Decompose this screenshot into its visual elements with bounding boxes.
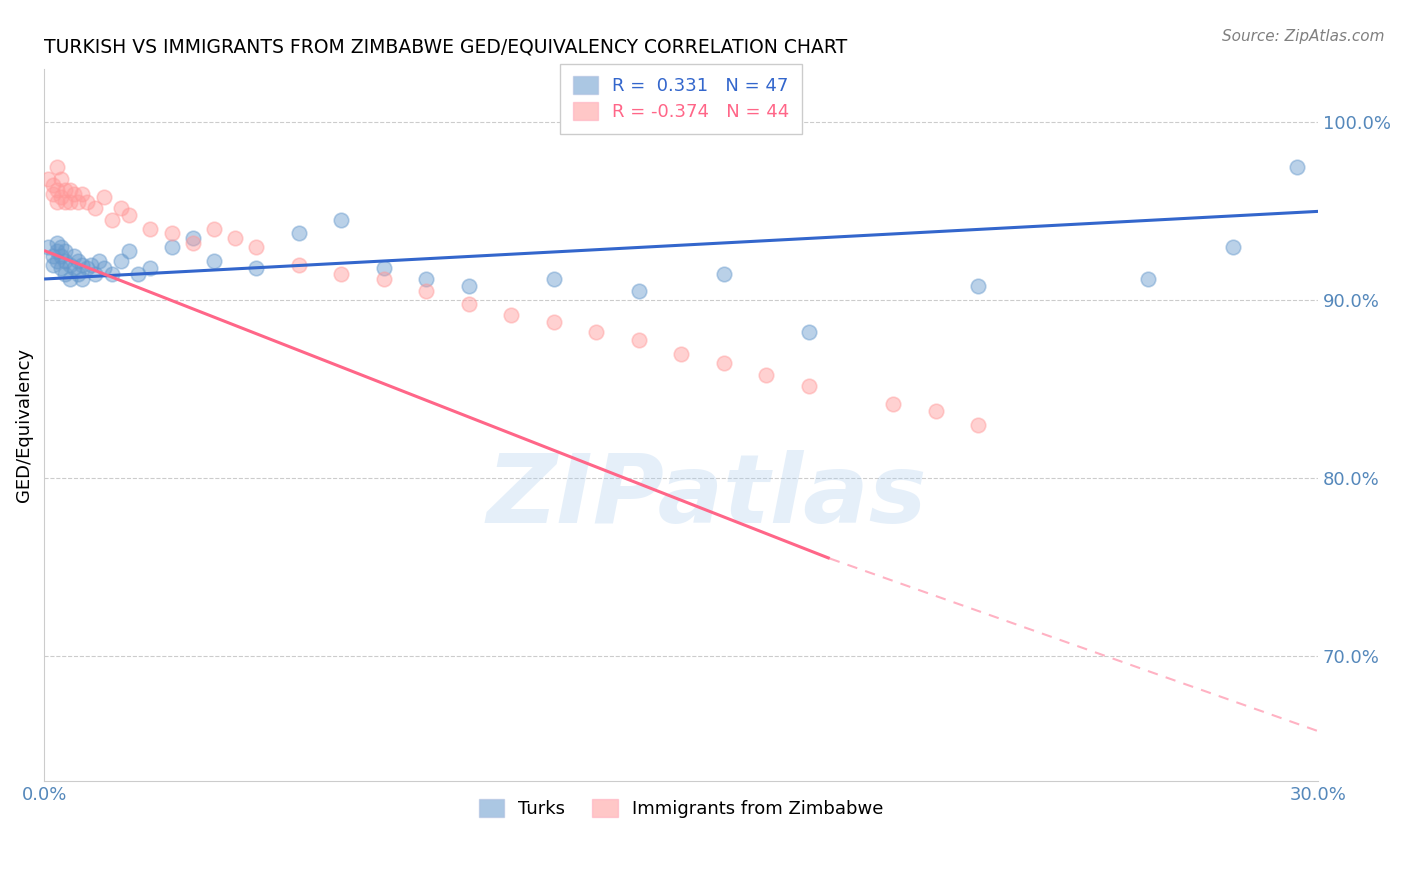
Point [181, 231, 204, 245]
Point [63, 249, 86, 263]
Point [797, 379, 820, 393]
Point [501, 308, 523, 322]
Point [1137, 272, 1160, 286]
Point [67, 267, 90, 281]
Point [160, 226, 183, 240]
Text: ZIPatlas: ZIPatlas [486, 450, 927, 542]
Legend: Turks, Immigrants from Zimbabwe: Turks, Immigrants from Zimbabwe [471, 792, 891, 825]
Point [127, 267, 149, 281]
Point [330, 213, 353, 227]
Point [63, 186, 86, 201]
Point [160, 240, 183, 254]
Point [67, 195, 90, 210]
Point [58, 183, 80, 197]
Point [53, 267, 76, 281]
Point [49, 240, 72, 254]
Point [245, 240, 267, 254]
Point [76, 195, 98, 210]
Point [202, 222, 225, 236]
Point [967, 279, 990, 293]
Point [627, 333, 650, 347]
Point [288, 226, 311, 240]
Point [45, 195, 67, 210]
Point [53, 254, 76, 268]
Point [101, 213, 124, 227]
Point [49, 190, 72, 204]
Point [72, 258, 94, 272]
Text: Source: ZipAtlas.com: Source: ZipAtlas.com [1222, 29, 1385, 44]
Point [41, 178, 63, 192]
Point [713, 356, 735, 370]
Point [58, 272, 80, 286]
Point [110, 201, 132, 215]
Point [755, 368, 778, 383]
Point [63, 261, 86, 276]
Point [181, 236, 204, 251]
Point [882, 396, 904, 410]
Point [58, 258, 80, 272]
Point [53, 195, 76, 210]
Point [967, 417, 990, 432]
Point [72, 272, 94, 286]
Point [37, 240, 59, 254]
Point [45, 254, 67, 268]
Point [101, 267, 124, 281]
Point [76, 261, 98, 276]
Point [118, 244, 141, 258]
Point [53, 244, 76, 258]
Point [45, 160, 67, 174]
Point [202, 254, 225, 268]
Point [45, 236, 67, 251]
Point [84, 267, 107, 281]
Point [415, 272, 437, 286]
Point [49, 172, 72, 186]
Point [49, 249, 72, 263]
Point [457, 297, 479, 311]
Point [139, 222, 162, 236]
Point [93, 190, 115, 204]
Point [89, 254, 111, 268]
Y-axis label: GED/Equivalency: GED/Equivalency [15, 348, 32, 502]
Point [543, 315, 565, 329]
Point [245, 261, 267, 276]
Point [543, 272, 565, 286]
Point [110, 254, 132, 268]
Point [41, 186, 63, 201]
Point [45, 244, 67, 258]
Point [797, 326, 820, 340]
Point [1222, 240, 1244, 254]
Point [925, 403, 948, 417]
Point [84, 201, 107, 215]
Point [713, 267, 735, 281]
Point [139, 261, 162, 276]
Point [330, 267, 353, 281]
Point [288, 258, 311, 272]
Point [58, 195, 80, 210]
Point [373, 272, 395, 286]
Point [93, 261, 115, 276]
Point [457, 279, 479, 293]
Point [224, 231, 246, 245]
Point [627, 285, 650, 299]
Point [41, 258, 63, 272]
Point [585, 326, 607, 340]
Point [669, 347, 692, 361]
Point [1285, 160, 1308, 174]
Point [80, 258, 103, 272]
Point [373, 261, 395, 276]
Point [72, 186, 94, 201]
Point [415, 285, 437, 299]
Point [67, 254, 90, 268]
Point [37, 172, 59, 186]
Point [49, 261, 72, 276]
Point [118, 208, 141, 222]
Point [41, 249, 63, 263]
Text: TURKISH VS IMMIGRANTS FROM ZIMBABWE GED/EQUIVALENCY CORRELATION CHART: TURKISH VS IMMIGRANTS FROM ZIMBABWE GED/… [44, 37, 848, 56]
Point [45, 183, 67, 197]
Point [53, 183, 76, 197]
